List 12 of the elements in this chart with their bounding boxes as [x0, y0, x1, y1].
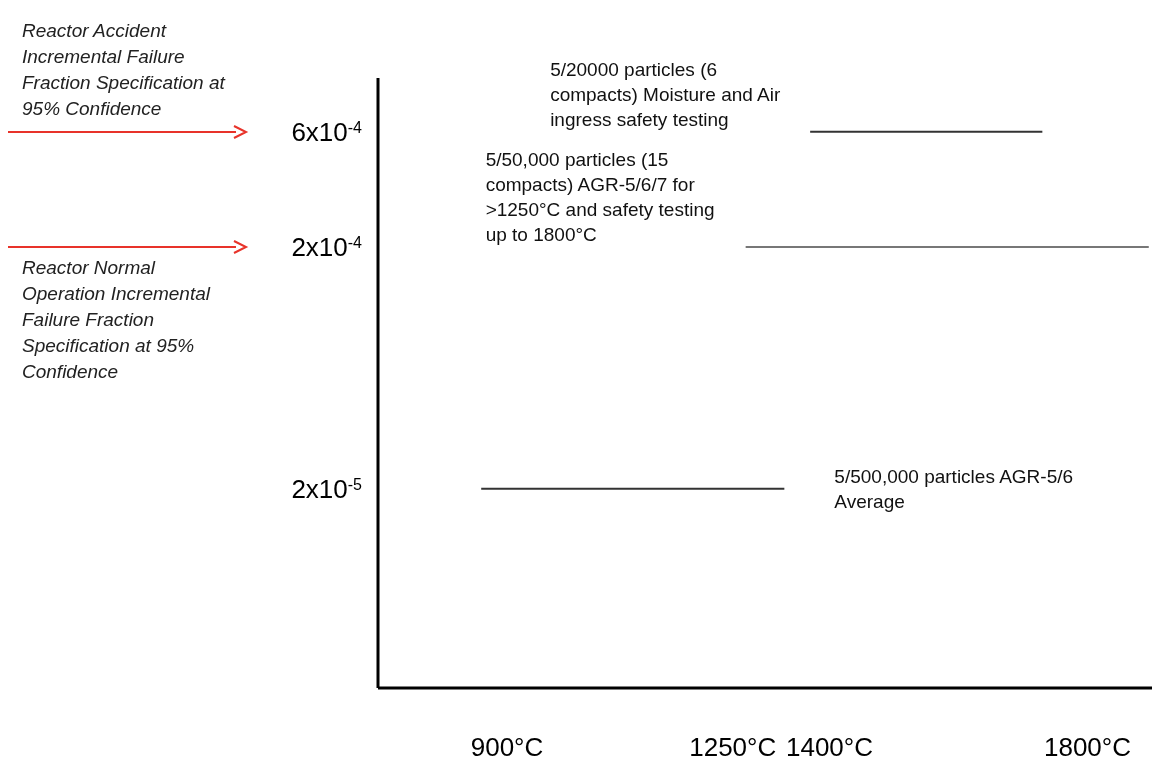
y-tick-label: 6x10$^{-4}$ — [291, 116, 363, 147]
series-label: 5/50,000 particles (15 compacts) AGR-5/6/7 for >1250°C and safety testing up to 1800°C — [485, 148, 716, 247]
x-tick-label: 1800°C — [1043, 732, 1132, 762]
series-label: 5/20000 particles (6 compacts) Moisture and Air ingress safety testing — [550, 57, 782, 132]
text: Reactor Accident Incremental Failure Fraction Specification at 95% Confidence — [22, 18, 227, 121]
text: Reactor Normal Operation Incremental Failure Fraction Specification at 95% Confidence — [22, 256, 212, 384]
text: 5/500,000 particles AGR-5/6 Average — [834, 464, 1075, 514]
y-tick-label: 2x10$^{-5}$ — [291, 473, 363, 504]
x-tick-label: 1250°C — [689, 732, 777, 762]
x-tick-label: 1400°C — [785, 732, 874, 762]
y-tick-label: 2x10$^{-4}$ — [291, 232, 363, 262]
x-tick-label: 900°C — [470, 732, 544, 762]
